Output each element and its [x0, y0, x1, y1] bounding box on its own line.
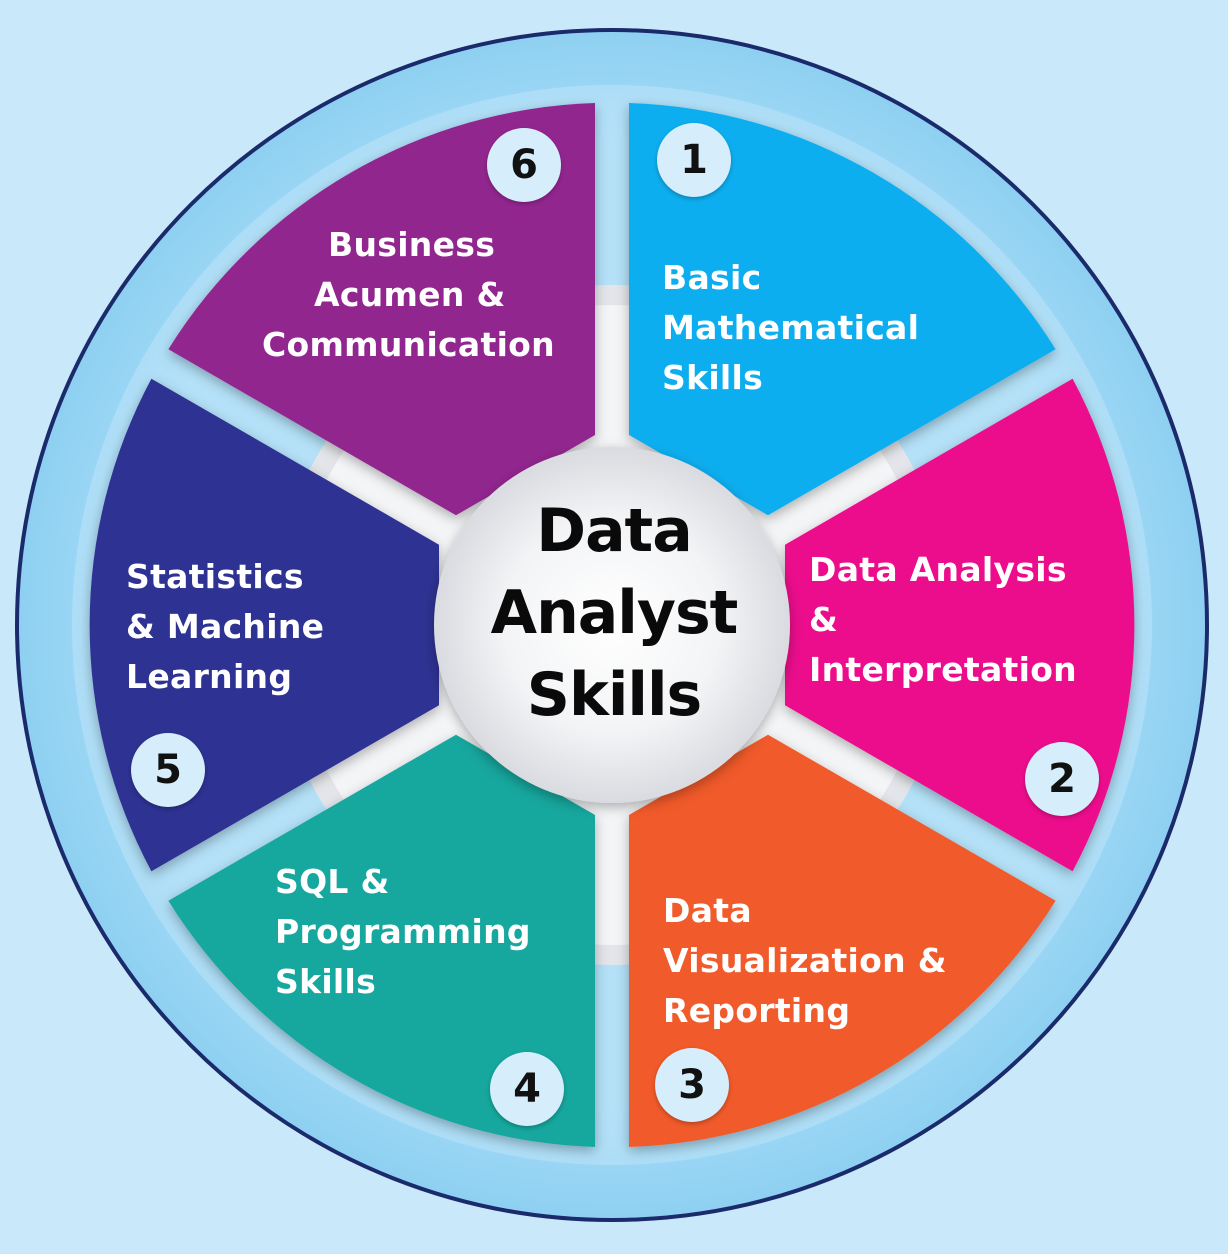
skill-3-segment: [629, 734, 1056, 1147]
skill-label-line: Programming: [275, 912, 531, 951]
skill-label-line: Learning: [126, 657, 293, 696]
center-title: Data Analyst Skills: [414, 490, 814, 736]
skill-label-line: Skills: [662, 358, 764, 397]
center-hub: [434, 447, 790, 803]
skill-label-line: Communication: [262, 325, 555, 364]
skill-label-line: Reporting: [663, 991, 851, 1030]
skill-5-label: Statistics & Machine Learning: [126, 552, 324, 702]
skill-1-number-badge: 1: [657, 123, 731, 197]
skill-label-line: &: [809, 600, 839, 639]
skill-6-segment: [168, 103, 595, 516]
skill-4-number-badge: 4: [490, 1052, 564, 1126]
skill-4-segment: [168, 734, 595, 1147]
skill-6-label: Business Acumen & Communication: [262, 220, 555, 370]
skill-label-line: & Machine: [126, 607, 325, 646]
skill-2-label: Data Analysis & Interpretation: [809, 545, 1077, 695]
skill-label-line: Mathematical: [662, 308, 920, 347]
skill-label-line: Data Analysis: [809, 550, 1067, 589]
skill-label-line: Basic: [662, 258, 762, 297]
skill-label-line: SQL &: [275, 862, 390, 901]
skill-2-number-badge: 2: [1025, 742, 1099, 816]
skill-label-line: Visualization &: [663, 941, 947, 980]
skill-label-line: Acumen &: [314, 275, 506, 314]
skill-label-line: Data: [663, 891, 752, 930]
skill-label-line: Interpretation: [809, 650, 1077, 689]
skill-1-segment: [629, 103, 1056, 516]
skill-label-line: Business: [328, 225, 496, 264]
center-title-line: Analyst: [490, 578, 739, 648]
skill-label-line: Skills: [275, 962, 377, 1001]
skill-3-label: Data Visualization & Reporting: [663, 886, 947, 1036]
skill-6-number-badge: 6: [487, 128, 561, 202]
skill-3-number-badge: 3: [655, 1048, 729, 1122]
skill-4-label: SQL & Programming Skills: [275, 857, 531, 1007]
center-title-line: Skills: [526, 660, 703, 730]
center-title-line: Data: [536, 496, 692, 566]
skill-1-label: Basic Mathematical Skills: [662, 253, 919, 403]
skill-label-line: Statistics: [126, 557, 304, 596]
skill-5-number-badge: 5: [131, 733, 205, 807]
